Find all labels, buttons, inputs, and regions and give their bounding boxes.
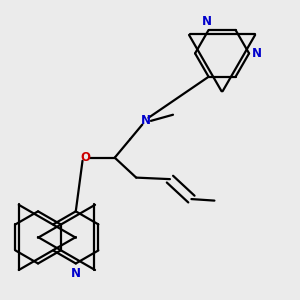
Text: N: N bbox=[251, 47, 262, 60]
Text: O: O bbox=[81, 151, 91, 164]
Text: N: N bbox=[202, 16, 212, 28]
Text: N: N bbox=[140, 114, 150, 128]
Text: N: N bbox=[71, 267, 81, 280]
